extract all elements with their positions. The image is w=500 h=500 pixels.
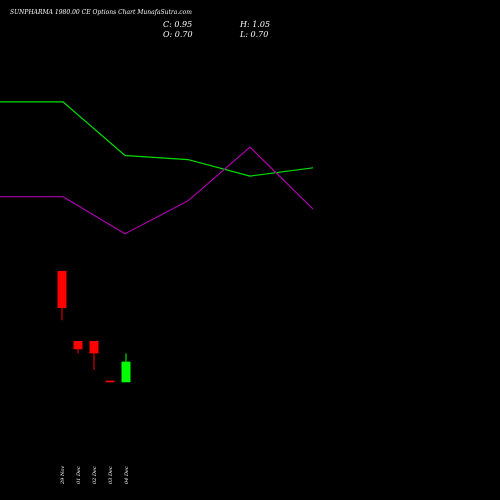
candle	[73, 341, 83, 354]
candle-body	[89, 341, 99, 354]
low-value: L: 0.70	[239, 30, 268, 39]
indicator-line-1	[0, 101, 314, 177]
close-value: C: 0.95	[163, 20, 192, 29]
x-tick-label: 04 Dec	[124, 466, 130, 484]
x-tick-label: 03 Dec	[108, 466, 114, 484]
x-tick-label: 29 Nov	[60, 466, 66, 485]
candle	[57, 270, 67, 321]
open-value: O: 0.70	[163, 30, 193, 39]
x-tick-label: 02 Dec	[92, 466, 98, 484]
candle	[105, 380, 115, 383]
indicator-lines	[0, 101, 314, 235]
x-axis-ticks: 29 Nov 01 Dec 02 Dec 03 Dec 04 Dec	[60, 466, 130, 485]
chart-title: SUNPHARMA 1980.00 CE Options Chart Munaf…	[10, 9, 192, 16]
candle-body	[73, 341, 83, 350]
indicator-line-2	[0, 146, 314, 235]
candle	[121, 353, 131, 383]
candle-body	[121, 361, 131, 383]
candle	[89, 341, 99, 370]
x-tick-label: 01 Dec	[76, 466, 82, 484]
candle-body	[57, 270, 67, 309]
candles	[57, 270, 131, 383]
candle-body	[105, 380, 115, 383]
high-value: H: 1.05	[239, 20, 270, 29]
